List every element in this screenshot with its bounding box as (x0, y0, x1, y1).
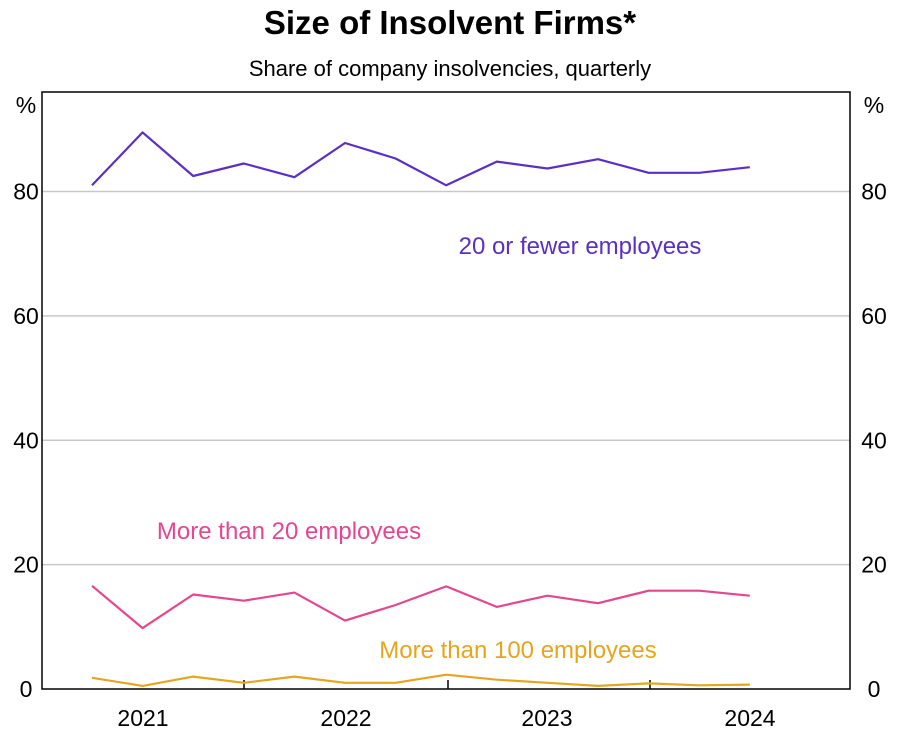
y-tick-left-80: 80 (13, 179, 39, 205)
y-tick-right-80: 80 (861, 179, 887, 205)
y-tick-left-20: 20 (13, 552, 39, 578)
y-unit-right: % (864, 92, 884, 118)
y-tick-right-60: 60 (861, 303, 887, 329)
y-tick-left-60: 60 (13, 303, 39, 329)
series-line-more-than-20 (91, 584, 750, 630)
series-label-20-or-fewer: 20 or fewer employees (459, 233, 702, 260)
y-tick-left-40: 40 (13, 427, 39, 453)
y-tick-right-0: 0 (868, 676, 881, 702)
series-label-more-than-20: More than 20 employees (157, 518, 421, 545)
chart-title: Size of Insolvent Firms* (264, 4, 636, 41)
x-tick-label-2024: 2024 (724, 705, 775, 731)
chart-subtitle: Share of company insolvencies, quarterly (249, 56, 651, 81)
y-unit-left: % (16, 92, 36, 118)
series-line-20-or-fewer (91, 131, 750, 187)
y-tick-right-20: 20 (861, 552, 887, 578)
x-tick-label-2023: 2023 (521, 705, 572, 731)
y-tick-right-40: 40 (861, 427, 887, 453)
x-tick-label-2022: 2022 (320, 705, 371, 731)
plot-frame (41, 91, 851, 690)
series-label-more-than-100: More than 100 employees (379, 637, 657, 664)
x-tick-label-2021: 2021 (117, 705, 168, 731)
y-tick-left-0: 0 (20, 676, 33, 702)
series-line-more-than-100 (91, 673, 750, 688)
